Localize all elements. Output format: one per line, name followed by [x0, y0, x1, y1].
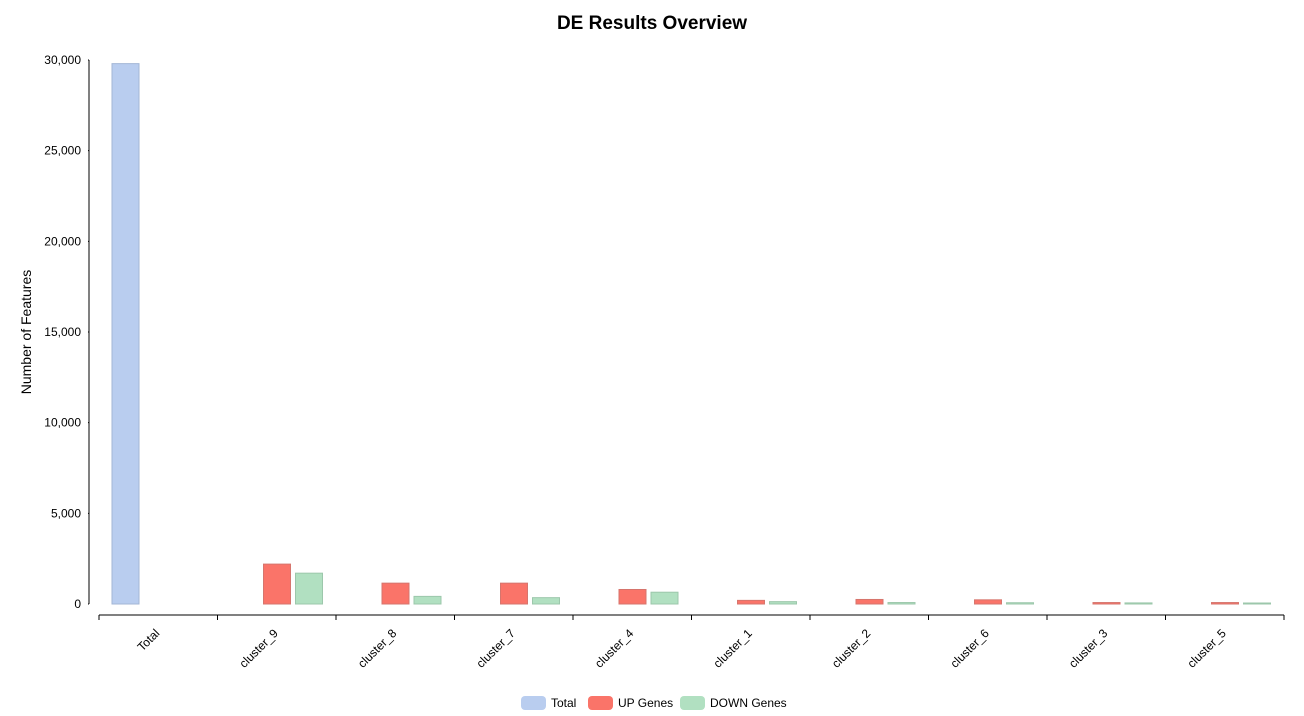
legend[interactable]: Total UP Genes DOWN Genes [521, 696, 787, 710]
legend-item-total[interactable]: Total [521, 696, 576, 710]
legend-swatch [521, 696, 546, 710]
y-axis-label: Number of Features [18, 270, 34, 395]
legend-item-down-genes[interactable]: DOWN Genes [680, 696, 787, 710]
y-tick-label: 5,000 [51, 506, 81, 520]
bar-down-genes-cluster_7[interactable] [532, 597, 560, 605]
chart-title: DE Results Overview [557, 13, 747, 34]
legend-label: UP Genes [618, 696, 673, 710]
bar-up-genes-cluster_5[interactable] [1211, 602, 1239, 605]
y-tick-label: 10,000 [44, 416, 81, 430]
bar-up-genes-cluster_3[interactable] [1092, 602, 1121, 605]
bar-down-genes-cluster_2[interactable] [887, 602, 916, 605]
legend-label: DOWN Genes [710, 696, 787, 710]
bar-up-genes-cluster_1[interactable] [737, 599, 765, 605]
x-tick-label: cluster_8 [355, 626, 400, 671]
bar-up-genes-cluster_2[interactable] [855, 598, 884, 605]
y-tick-label: 0 [74, 597, 81, 611]
bar-down-genes-cluster_9[interactable] [295, 572, 323, 605]
legend-label: Total [551, 696, 576, 710]
legend-swatch [588, 696, 613, 710]
x-tick-label: cluster_2 [829, 626, 874, 671]
x-tick-label: cluster_3 [1066, 626, 1111, 671]
bar-down-genes-cluster_6[interactable] [1006, 602, 1034, 605]
y-tick-label: 30,000 [44, 53, 81, 67]
bar-down-genes-cluster_8[interactable] [413, 595, 442, 605]
x-tick-label: cluster_9 [237, 626, 282, 671]
bar-down-genes-cluster_1[interactable] [769, 601, 797, 605]
bar-up-genes-cluster_6[interactable] [974, 599, 1002, 605]
y-tick-label: 25,000 [44, 144, 81, 158]
bar-down-genes-cluster_4[interactable] [650, 591, 679, 605]
bar-up-genes-cluster_7[interactable] [500, 582, 528, 605]
legend-item-up-genes[interactable]: UP Genes [588, 696, 673, 710]
y-axis: 0 5,000 10,000 15,000 20,000 25,000 30,000 [44, 53, 90, 611]
x-tick-label: cluster_6 [948, 626, 993, 671]
y-tick-label: 20,000 [44, 234, 81, 248]
legend-swatch [680, 696, 705, 710]
bar-up-genes-cluster_4[interactable] [618, 588, 647, 605]
bar-down-genes-cluster_3[interactable] [1124, 602, 1153, 605]
bar-up-genes-cluster_9[interactable] [263, 563, 291, 605]
bar-down-genes-cluster_5[interactable] [1243, 602, 1271, 605]
x-tick-label: cluster_7 [474, 626, 519, 671]
x-tick-label: cluster_1 [711, 626, 756, 671]
bar-up-genes-cluster_8[interactable] [381, 582, 410, 605]
x-tick-label: cluster_5 [1185, 626, 1230, 671]
bar-total-Total[interactable] [111, 63, 140, 605]
x-tick-label: Total [135, 626, 163, 654]
x-tick-label: cluster_4 [592, 626, 637, 671]
bars [111, 63, 1271, 605]
y-tick-label: 15,000 [44, 325, 81, 339]
x-axis: Total cluster_9 cluster_8 cluster_7 cluster_… [98, 614, 1285, 671]
